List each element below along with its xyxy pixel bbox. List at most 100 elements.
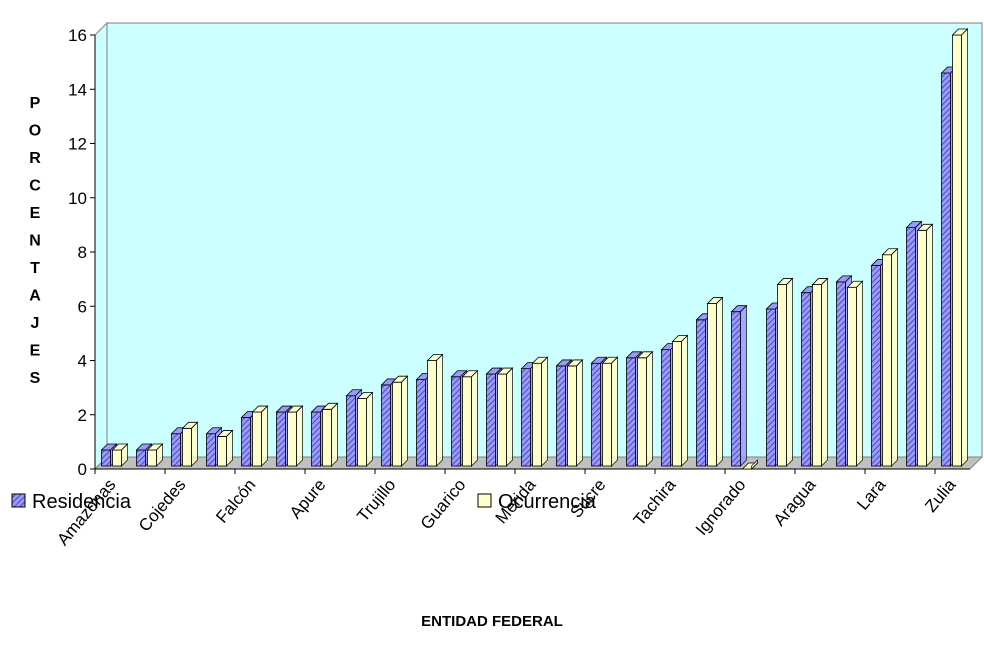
bar: [381, 384, 391, 467]
y-tick-label: 2: [78, 406, 87, 425]
bar-side: [331, 402, 338, 467]
side-wall: [94, 21, 108, 471]
y-tick-label: 16: [68, 26, 87, 45]
bar: [812, 284, 822, 467]
bar: [637, 357, 647, 467]
bar: [521, 368, 531, 467]
bar-side: [541, 356, 548, 467]
bar: [392, 381, 402, 467]
x-tick-label: Tachira: [630, 475, 680, 530]
bar: [777, 284, 787, 467]
x-tick-label: Aragua: [770, 475, 820, 530]
legend-label: Residencia: [32, 491, 132, 513]
bar-side: [471, 369, 478, 467]
bar: [241, 417, 251, 467]
x-tick-label: Apure: [286, 475, 330, 522]
legend-label: Ocurrencia: [498, 491, 597, 513]
bar-side: [961, 28, 968, 467]
y-tick-label: 10: [68, 189, 87, 208]
y-tick-label: 12: [68, 135, 87, 154]
y-tick-label: 4: [78, 352, 87, 371]
x-tick-label: Cojedes: [135, 475, 190, 535]
bar-side: [786, 277, 793, 467]
bar: [486, 373, 496, 467]
bar: [182, 427, 192, 467]
bar-side: [716, 296, 723, 467]
bar: [287, 411, 297, 467]
y-tick-label: 6: [78, 297, 87, 316]
bar-side: [191, 421, 198, 467]
bar: [357, 398, 367, 467]
bar: [427, 360, 437, 467]
bar-side: [926, 223, 933, 467]
bar: [941, 72, 951, 467]
bar: [661, 349, 671, 467]
bar: [847, 286, 857, 467]
bar: [906, 227, 916, 467]
bar: [836, 281, 846, 467]
bar: [497, 373, 507, 467]
bar: [322, 408, 332, 467]
x-tick-label: Guarico: [417, 475, 470, 533]
bar: [171, 433, 181, 467]
x-tick-label: Ignorado: [692, 475, 750, 539]
bar-side: [611, 356, 618, 467]
bar-side: [751, 459, 758, 470]
bar-side: [506, 367, 513, 467]
bar-side: [366, 391, 373, 467]
legend-swatch: [477, 493, 492, 508]
bar: [567, 365, 577, 467]
bar-side: [226, 429, 233, 467]
bar: [882, 254, 892, 467]
bar-side: [646, 350, 653, 467]
y-tick-label: 0: [78, 460, 87, 479]
bar: [276, 411, 286, 467]
bar-side: [821, 277, 828, 467]
bar-side: [121, 443, 128, 467]
bar: [416, 379, 426, 467]
x-tick-label: Lara: [853, 475, 890, 514]
bar-side: [681, 334, 688, 467]
bar: [556, 365, 566, 467]
bar-side: [740, 304, 747, 467]
bar: [532, 362, 542, 467]
bar-side: [401, 375, 408, 467]
bar: [731, 311, 741, 467]
bar-side: [436, 353, 443, 467]
bar: [871, 265, 881, 467]
bar: [707, 303, 717, 467]
bar: [346, 395, 356, 467]
y-tick-label: 8: [78, 243, 87, 262]
bar: [451, 376, 461, 467]
bar: [147, 449, 157, 467]
bar: [311, 411, 321, 467]
bar: [952, 34, 962, 467]
bar: [217, 436, 227, 467]
y-tick-label: 14: [68, 80, 87, 99]
x-tick-label: Zulia: [921, 475, 960, 516]
bar-side: [856, 280, 863, 467]
bar: [917, 229, 927, 467]
bar: [136, 449, 146, 467]
bar: [696, 319, 706, 467]
bar: [626, 357, 636, 467]
x-axis-label: ENTIDAD FEDERAL: [421, 613, 563, 630]
bar: [252, 411, 262, 467]
bar: [591, 362, 601, 467]
bar-side: [261, 405, 268, 467]
x-tick-label: Falcón: [212, 475, 259, 526]
bar: [112, 449, 122, 467]
bar: [766, 308, 776, 467]
bar-side: [296, 405, 303, 467]
bar: [602, 362, 612, 467]
x-tick-label: Trujillo: [353, 475, 399, 525]
legend-swatch: [11, 493, 26, 508]
bar-side: [891, 247, 898, 467]
bar: [206, 433, 216, 467]
bar: [672, 341, 682, 467]
bar: [101, 449, 111, 467]
bar: [801, 292, 811, 467]
